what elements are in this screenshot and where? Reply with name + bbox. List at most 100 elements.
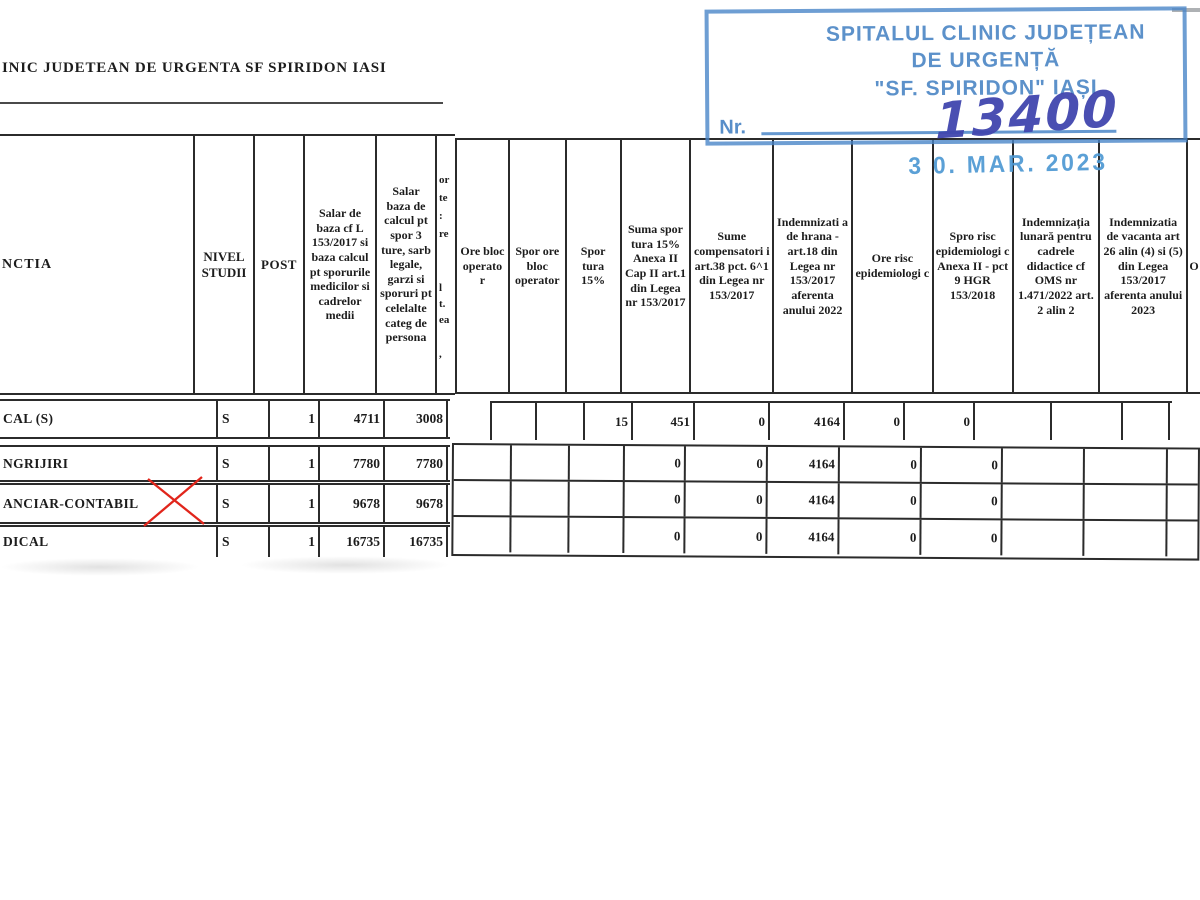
col-sume-compensatorii: Sume compensatori i art.38 pct. 6^1 din … — [691, 140, 775, 392]
cell-functia: DICAL — [0, 527, 218, 557]
cell-sume-comp: 0 — [695, 403, 770, 440]
col-suma-spor-tura: Suma spor tura 15% Anexa II Cap II art.1… — [622, 140, 692, 392]
table-row-values: 0 0 4164 0 0 — [453, 481, 1198, 522]
red-x-mark — [143, 476, 205, 527]
cell-empty — [1168, 485, 1198, 519]
cell-salar-calcul: 16735 — [385, 527, 448, 557]
scan-smudge — [0, 558, 200, 576]
cell-empty — [453, 481, 512, 516]
cell-indemn-hrana: 4164 — [767, 518, 840, 555]
cell-suma-spor: 0 — [624, 482, 686, 517]
cell-suma-spor: 0 — [624, 518, 686, 554]
table-header-right: Ore bloc operato r Spor ore bloc operato… — [455, 138, 1200, 394]
cell-indemn-hrana: 4164 — [767, 482, 840, 518]
scan-edge-mark — [1172, 8, 1200, 12]
cell-ore-risc: 0 — [839, 483, 922, 518]
stamp-nr-label: Nr. — [719, 116, 747, 139]
col-nivel-studii: NIVEL STUDII — [195, 136, 255, 393]
col-salar-baza: Salar de baza cf L 153/2017 si baza calc… — [305, 136, 377, 393]
cell-salar-calcul: 9678 — [385, 485, 448, 522]
cell-spro-risc: 0 — [921, 519, 1003, 556]
col-ore-risc-epidemiologic: Ore risc epidemiologi c — [853, 140, 934, 392]
cell-post: 1 — [270, 527, 320, 557]
text-fragment: , — [439, 348, 442, 360]
col-functia: NCTIA — [0, 136, 195, 393]
cell-ore-risc: 0 — [839, 447, 922, 482]
col-indemnizatie-hrana: Indemnizati a de hrana - art.18 din Lege… — [774, 140, 853, 392]
cell-empty — [1002, 448, 1085, 483]
cell-empty — [1052, 403, 1123, 440]
text-fragment: t. — [439, 298, 446, 310]
cell-spro-risc: 0 — [921, 447, 1003, 483]
cell-empty — [453, 517, 512, 553]
cell-empty — [492, 403, 537, 440]
col-spor-ore-bloc: Spor ore bloc operator — [510, 140, 567, 392]
cell-nivel: S — [218, 401, 270, 437]
cell-indemn-hrana: 4164 — [767, 446, 840, 482]
document-title: INIC JUDETEAN DE URGENTA SF SPIRIDON IAS… — [2, 60, 387, 76]
cell-empty — [1084, 520, 1168, 557]
stamp-line-1: SPITALUL CLINIC JUDEȚEAN — [825, 20, 1146, 46]
cell-salar-baza: 16735 — [320, 527, 385, 557]
cell-salar-baza: 7780 — [320, 447, 385, 480]
cell-sume-comp: 0 — [685, 518, 768, 554]
col-salar-spor: Salar baza de calcul pt spor 3 ture, sar… — [377, 136, 437, 393]
cell-salar-baza: 4711 — [320, 401, 385, 437]
col-spor-tura: Spor tura 15% — [567, 140, 622, 392]
cell-suma-spor: 451 — [633, 403, 695, 440]
cell-functia: CAL (S) — [0, 401, 218, 437]
table-values-grid: 0 0 4164 0 0 0 0 4164 0 0 0 0 — [451, 443, 1200, 561]
torn-column-strip: or te : re l t. ea , — [437, 134, 455, 395]
text-fragment: : — [439, 210, 443, 222]
cell-salar-calcul: 3008 — [385, 401, 448, 437]
cell-functia: NGRIJIRI — [0, 447, 218, 480]
cell-nivel: S — [218, 485, 270, 522]
table-row: NGRIJIRI S 1 7780 7780 — [0, 445, 450, 482]
cell-empty — [537, 403, 585, 440]
cell-salar-calcul: 7780 — [385, 447, 448, 480]
cell-post: 1 — [270, 485, 320, 522]
cell-empty — [511, 445, 570, 480]
table-row: DICAL S 1 16735 16735 — [0, 525, 450, 557]
col-spor-risc-epidemiologic: Spro risc epidemiologi c Anexa II - pct … — [934, 140, 1014, 392]
col-post: POST — [255, 136, 305, 393]
cell-post: 1 — [270, 447, 320, 480]
cell-salar-baza: 9678 — [320, 485, 385, 522]
cell-post: 1 — [270, 401, 320, 437]
text-fragment: l — [439, 282, 443, 294]
cell-empty — [1002, 484, 1085, 519]
cell-spor-tura: 15 — [585, 403, 633, 440]
cell-functia: ANCIAR-CONTABIL — [0, 485, 218, 522]
cell-empty — [569, 481, 625, 517]
cell-suma-spor: 0 — [624, 446, 686, 481]
col-indemnizatie-didactice: Indemnizația lunară pentru cadrele didac… — [1014, 140, 1101, 392]
cell-empty — [1084, 484, 1168, 520]
table-row: ANCIAR-CONTABIL S 1 9678 9678 — [0, 483, 450, 524]
col-ore-bloc-operator: Ore bloc operato r — [457, 140, 510, 392]
text-fragment: re — [439, 228, 449, 240]
title-underline — [0, 102, 443, 104]
cell-indemn-hrana: 4164 — [770, 403, 845, 440]
cell-empty — [1167, 521, 1197, 556]
col-cutoff: O — [1189, 258, 1199, 273]
cell-empty — [511, 481, 570, 516]
cell-empty — [975, 403, 1052, 440]
table-row-values: 0 0 4164 0 0 — [453, 445, 1198, 486]
text-fragment: ea — [439, 314, 450, 326]
table-row-values: 0 0 4164 0 0 — [453, 517, 1197, 557]
stamp-line-2: DE URGENȚĂ — [911, 48, 1061, 73]
cell-empty — [569, 517, 625, 554]
text-fragment: or — [439, 174, 450, 186]
col-indemnizatie-vacanta: Indemnizatia de vacanta art 26 alin (4) … — [1100, 140, 1189, 392]
cell-empty — [1002, 520, 1085, 556]
cell-sume-comp: 0 — [685, 446, 768, 481]
cell-ore-risc: 0 — [839, 519, 922, 555]
cell-empty — [511, 517, 570, 553]
table-row-values: 15 451 0 4164 0 0 — [490, 401, 1172, 440]
text-fragment: te — [439, 192, 448, 204]
cell-sume-comp: 0 — [685, 482, 768, 517]
scan-smudge — [240, 556, 450, 574]
cell-nivel: S — [218, 447, 270, 480]
date-stamp: 3 0. MAR. 2023 — [908, 148, 1109, 180]
